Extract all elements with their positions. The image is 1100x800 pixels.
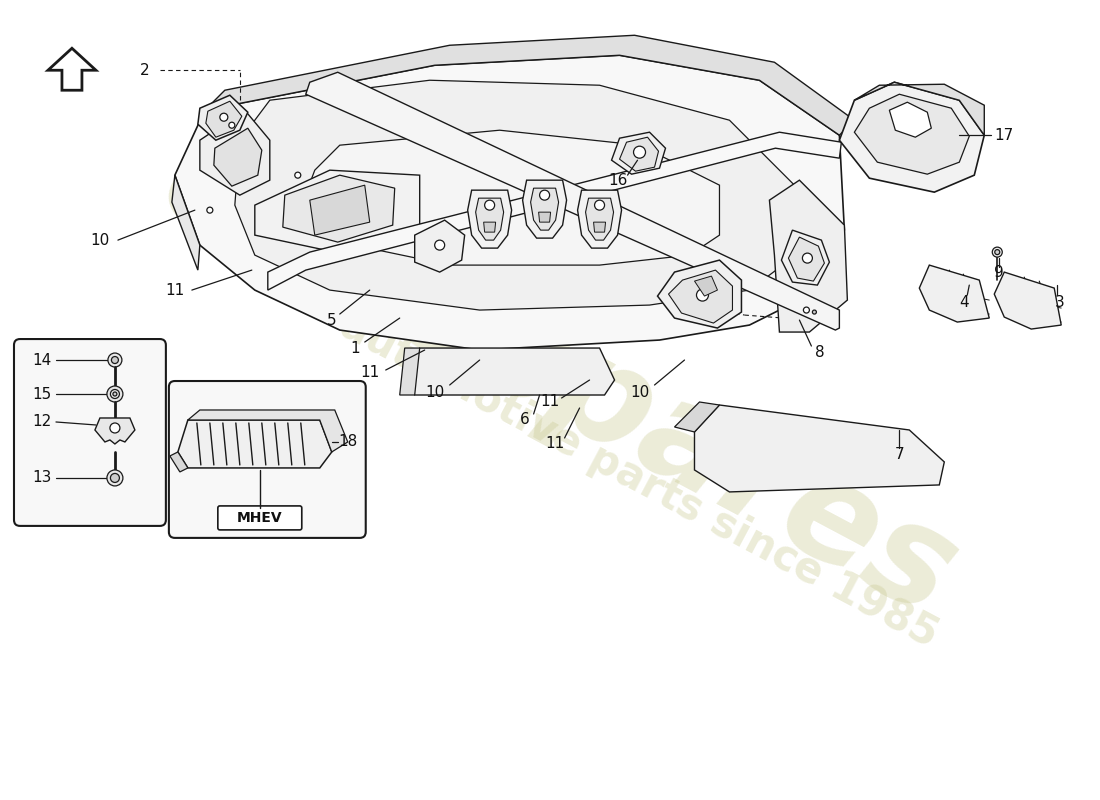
Polygon shape [674,402,719,432]
Polygon shape [530,188,559,230]
Circle shape [108,353,122,367]
Polygon shape [172,175,200,270]
Circle shape [113,392,117,396]
Polygon shape [522,180,566,238]
Polygon shape [769,180,847,332]
Text: 17: 17 [994,128,1014,142]
Text: 11: 11 [540,394,559,410]
Text: 6: 6 [519,413,529,427]
Polygon shape [283,175,395,242]
Polygon shape [300,130,719,265]
Circle shape [110,474,120,482]
Text: 12: 12 [32,414,52,430]
Polygon shape [855,82,984,135]
Polygon shape [468,190,512,248]
Polygon shape [994,272,1062,329]
Circle shape [111,357,119,363]
Circle shape [485,200,495,210]
Polygon shape [198,95,248,140]
Polygon shape [578,190,621,248]
Polygon shape [475,198,504,240]
Polygon shape [539,212,551,222]
Circle shape [295,172,300,178]
Circle shape [634,146,646,158]
Polygon shape [206,102,242,137]
Circle shape [220,114,228,122]
Text: 15: 15 [32,386,52,402]
FancyBboxPatch shape [169,381,365,538]
Polygon shape [267,132,842,290]
Text: 7: 7 [894,447,904,462]
Circle shape [803,307,810,313]
Polygon shape [213,128,262,186]
Circle shape [994,250,1000,254]
Polygon shape [789,237,824,281]
Polygon shape [234,80,800,310]
Text: 11: 11 [165,282,185,298]
Circle shape [813,310,816,314]
Polygon shape [399,348,420,395]
Circle shape [229,122,234,128]
Polygon shape [619,137,659,171]
Circle shape [595,200,605,210]
FancyBboxPatch shape [218,506,301,530]
Text: eurospares: eurospares [140,114,979,646]
Polygon shape [855,94,969,174]
Text: 3: 3 [1054,294,1064,310]
Text: 2: 2 [140,62,150,78]
Polygon shape [415,220,464,272]
Circle shape [107,386,123,402]
Text: MHEV: MHEV [236,511,283,525]
Circle shape [207,207,212,213]
Text: 18: 18 [338,434,358,450]
Text: 13: 13 [32,470,52,486]
Text: 10: 10 [630,385,649,399]
Text: 4: 4 [959,294,969,310]
Circle shape [107,470,123,486]
Polygon shape [781,230,829,285]
Polygon shape [484,222,496,232]
Polygon shape [694,276,717,296]
Text: 11: 11 [544,437,564,451]
Polygon shape [48,48,96,90]
Polygon shape [669,270,733,323]
Text: 16: 16 [608,173,627,188]
Polygon shape [306,72,839,330]
Polygon shape [205,35,855,135]
Polygon shape [178,420,332,468]
Polygon shape [658,260,741,328]
Circle shape [696,289,708,301]
Circle shape [802,253,813,263]
Text: automotive parts since 1985: automotive parts since 1985 [333,304,946,656]
Polygon shape [188,410,348,452]
Polygon shape [694,405,944,492]
Circle shape [434,240,444,250]
Text: 11: 11 [360,365,379,379]
Text: 10: 10 [90,233,110,248]
Polygon shape [594,222,606,232]
Circle shape [992,247,1002,257]
Polygon shape [310,185,370,235]
Polygon shape [95,418,135,444]
Text: 10: 10 [425,385,444,399]
Circle shape [540,190,550,200]
Text: 9: 9 [994,265,1004,279]
Polygon shape [612,132,666,174]
Text: 8: 8 [815,345,824,359]
Polygon shape [169,452,188,472]
Polygon shape [255,170,420,252]
FancyBboxPatch shape [14,339,166,526]
Text: 5: 5 [327,313,337,327]
Circle shape [110,390,120,398]
Text: 14: 14 [32,353,52,367]
Circle shape [110,423,120,433]
Polygon shape [405,348,615,395]
Text: 1: 1 [350,341,360,355]
Polygon shape [839,82,985,192]
Polygon shape [920,265,989,322]
Polygon shape [585,198,614,240]
Polygon shape [889,102,932,137]
Polygon shape [175,55,845,350]
Polygon shape [200,110,270,195]
